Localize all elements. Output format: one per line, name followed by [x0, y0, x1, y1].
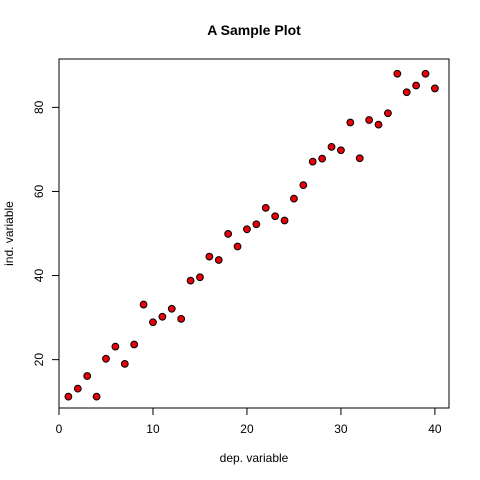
data-point: [130, 340, 139, 349]
data-point: [412, 81, 421, 90]
x-tick-label: 10: [146, 422, 160, 436]
data-point: [261, 203, 270, 212]
data-point: [299, 181, 308, 190]
data-point: [327, 142, 336, 151]
y-axis-label: ind. variable: [2, 201, 16, 266]
data-point: [318, 154, 327, 163]
data-point: [431, 84, 439, 93]
y-axis: 20 40 60 80: [32, 100, 60, 367]
data-point: [205, 252, 214, 261]
data-point: [64, 392, 73, 401]
x-tick-label: 30: [334, 422, 348, 436]
data-point: [102, 354, 110, 363]
data-point: [252, 220, 261, 229]
data-point: [177, 314, 186, 323]
data-point: [374, 120, 383, 129]
data-point: [139, 300, 148, 309]
x-axis: 0 10 20 30 40: [56, 407, 442, 436]
y-tick-label: 40: [32, 269, 46, 283]
data-point: [224, 230, 233, 238]
data-point: [233, 242, 242, 251]
y-tick-label: 60: [32, 184, 46, 198]
data-point: [365, 116, 374, 124]
data-point: [384, 109, 392, 118]
y-tick-label: 20: [32, 353, 46, 367]
data-point: [346, 118, 355, 127]
chart-title: A Sample Plot: [207, 22, 301, 38]
data-points: [64, 69, 439, 401]
data-point: [421, 69, 430, 78]
data-point: [196, 273, 204, 282]
data-point: [92, 392, 101, 401]
data-point: [337, 146, 345, 155]
data-point: [280, 216, 289, 225]
x-axis-label: dep. variable: [220, 451, 289, 465]
data-point: [111, 342, 120, 351]
data-point: [355, 154, 364, 163]
x-tick-label: 20: [240, 422, 254, 436]
data-point: [186, 276, 195, 285]
data-point: [83, 372, 92, 380]
data-point: [393, 69, 402, 78]
data-point: [158, 312, 167, 321]
data-point: [243, 225, 251, 234]
data-point: [308, 157, 317, 166]
x-tick-label: 0: [56, 422, 63, 436]
y-tick-label: 80: [32, 100, 46, 114]
data-point: [271, 212, 280, 221]
x-tick-label: 40: [428, 422, 442, 436]
data-point: [149, 318, 157, 327]
data-point: [120, 359, 129, 368]
data-point: [214, 256, 223, 264]
data-point: [73, 384, 82, 393]
data-point: [402, 88, 411, 97]
data-point: [167, 304, 176, 313]
data-point: [290, 194, 298, 203]
